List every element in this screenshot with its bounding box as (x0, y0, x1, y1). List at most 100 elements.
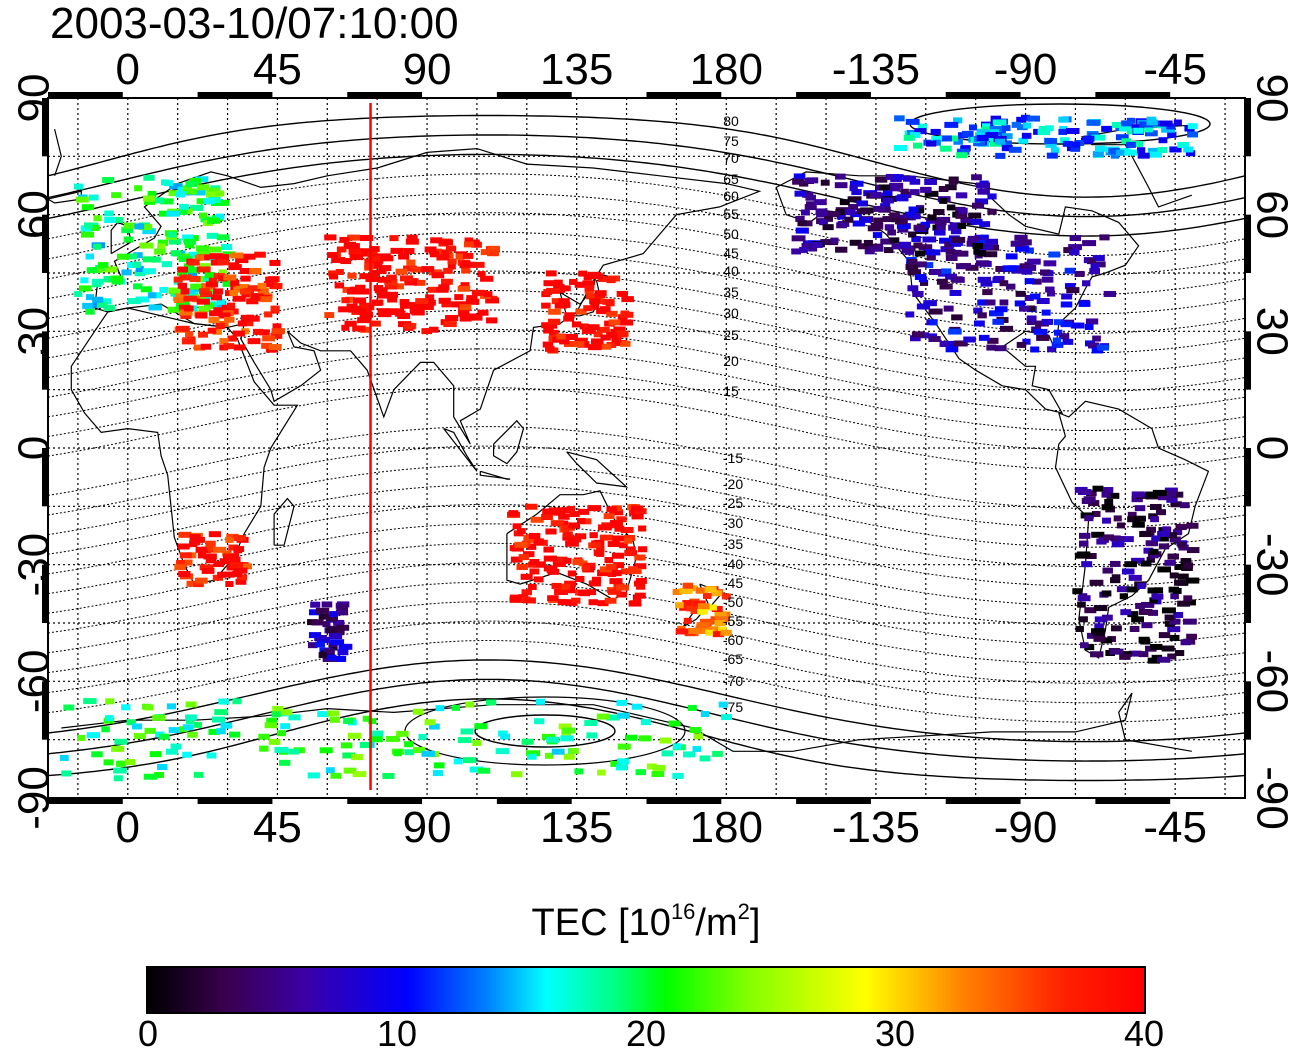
tec-cell (941, 135, 953, 142)
tec-cell (133, 283, 143, 290)
tec-cell (214, 190, 225, 197)
tec-cell (187, 731, 198, 738)
tec-cell (80, 277, 89, 284)
tec-cell (334, 282, 345, 289)
tec-cell (235, 578, 247, 585)
tec-cell (999, 325, 1014, 332)
tec-cell (1058, 333, 1070, 340)
tec-cell (217, 199, 230, 206)
tec-cell (193, 721, 202, 728)
tec-cell (357, 317, 372, 324)
tec-cell (211, 716, 226, 723)
tec-cell (124, 759, 136, 766)
tec-cell (516, 564, 528, 571)
tec-cell (154, 771, 165, 778)
tec-cell (177, 186, 187, 193)
tec-cell (1077, 489, 1092, 496)
tec-cell (1146, 526, 1157, 533)
tec-cell (943, 340, 956, 347)
tec-cell (634, 563, 647, 570)
tec-cell (1119, 593, 1129, 600)
tec-cell (848, 203, 859, 210)
tec-cell (560, 735, 574, 742)
tec-cell (1053, 329, 1063, 336)
tec-cell (956, 148, 970, 155)
tec-cell (620, 311, 634, 318)
tec-cell (702, 593, 712, 600)
contour-label: 80 (723, 113, 739, 129)
tec-cell (199, 564, 214, 571)
tec-cell (371, 269, 380, 276)
contour-line (47, 328, 1246, 412)
tec-cell (447, 258, 457, 265)
frame-band-top (945, 92, 1021, 98)
tec-cell (948, 224, 957, 231)
tec-cell (170, 743, 182, 750)
tec-cell (999, 140, 1012, 147)
tec-cell (565, 540, 579, 547)
tec-cell (800, 209, 810, 216)
tec-map: 0045459090135135180180-135-135-90-90-45-… (10, 45, 1292, 852)
tec-cell (1046, 290, 1056, 297)
contour-label: -15 (723, 450, 743, 466)
tec-cell (1183, 595, 1193, 602)
tec-cell (359, 742, 370, 749)
tec-cell (611, 336, 622, 343)
tec-cell (521, 589, 532, 596)
tec-cell (208, 531, 221, 538)
x-tick-label-bottom: 135 (540, 803, 613, 852)
tec-cell (227, 335, 237, 342)
tec-cell (200, 291, 213, 298)
tec-cell (824, 215, 833, 222)
tec-cell (628, 600, 642, 607)
tec-cell (574, 768, 584, 775)
tec-cell (471, 289, 485, 296)
tec-cell (311, 619, 324, 626)
tec-cell (1026, 305, 1036, 312)
tec-cell (624, 549, 635, 556)
tec-cell (1136, 583, 1146, 590)
tec-cell (1106, 492, 1120, 499)
tec-cell (584, 720, 598, 727)
tec-cell (1084, 515, 1094, 522)
contour-line (47, 465, 1246, 548)
tec-cell (1174, 563, 1187, 570)
tec-cell (205, 281, 218, 288)
contour-label: -35 (723, 536, 743, 552)
tec-cell (1024, 264, 1037, 271)
tec-cell (523, 534, 532, 541)
tec-cell (616, 516, 627, 523)
contour-label: 75 (723, 133, 739, 149)
tec-cell (143, 174, 155, 181)
tec-cell (884, 224, 895, 231)
tec-cell (175, 191, 186, 198)
tec-cell (204, 272, 216, 279)
contour-line (47, 290, 1246, 373)
tec-cell (990, 115, 1002, 122)
tec-cell (139, 242, 154, 249)
tec-cell (939, 340, 949, 347)
tec-cell (945, 254, 958, 261)
contour-line (47, 114, 1246, 198)
contour-line (47, 659, 1246, 743)
tec-cell (558, 723, 572, 730)
tec-cell (205, 540, 216, 547)
tec-cell (147, 292, 157, 299)
x-tick-label-top: 90 (403, 45, 452, 94)
tec-cell (410, 266, 423, 273)
tec-cell (1079, 532, 1091, 539)
tec-cell (1069, 249, 1080, 256)
tec-cell (588, 599, 598, 606)
tec-cell (1044, 125, 1054, 132)
tec-cell (992, 119, 1007, 126)
tec-cell (218, 698, 230, 705)
tec-cell (1069, 235, 1081, 242)
tec-cell (1127, 516, 1141, 523)
tec-cell (1068, 244, 1082, 251)
tec-cell (581, 565, 590, 572)
tec-cell (179, 274, 192, 281)
tec-cell (619, 542, 628, 549)
tec-cell (268, 344, 282, 351)
tec-cell (472, 739, 482, 746)
tec-cell (528, 584, 537, 591)
